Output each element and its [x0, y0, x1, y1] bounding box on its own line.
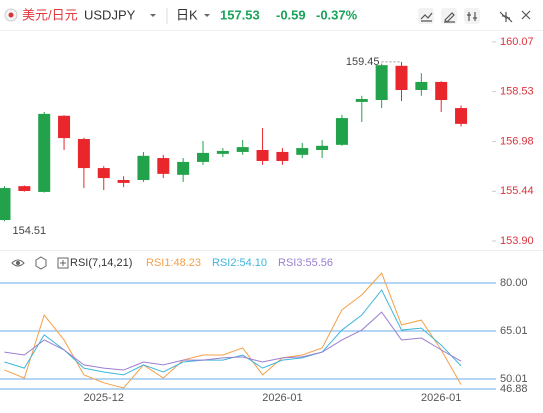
gear-icon[interactable]	[35, 256, 47, 270]
dropdown-arrow[interactable]	[204, 14, 210, 17]
close-icon[interactable]	[521, 10, 531, 20]
candle-body	[0, 188, 11, 220]
candle-body	[38, 113, 51, 192]
header-symbol[interactable]: USDJPY	[84, 7, 136, 22]
candle-body	[18, 186, 31, 191]
candle-body	[177, 161, 190, 175]
candle-body	[197, 152, 209, 162]
candle-body	[375, 65, 388, 100]
x-tick-label: 2026-01	[421, 392, 461, 404]
candle-body	[117, 180, 130, 183]
indicator-icon[interactable]	[57, 257, 69, 269]
x-tick-label: 2026-01	[262, 392, 302, 404]
header-title[interactable]: 美元/日元	[22, 7, 78, 22]
candle-body	[316, 145, 329, 150]
x-tick-label: 2025-12	[84, 392, 124, 404]
candle-body	[335, 118, 348, 145]
candle-body	[395, 65, 408, 90]
candle-body	[355, 99, 368, 102]
eye-icon[interactable]	[11, 259, 25, 267]
legend-entry: RSI1:48.23	[146, 257, 201, 269]
settings-icon	[467, 12, 477, 21]
candle-body	[415, 81, 428, 90]
settings-button[interactable]	[464, 8, 480, 24]
candle-body	[276, 151, 289, 161]
annotation: 154.51	[13, 225, 47, 237]
header-change: -0.59	[276, 7, 306, 22]
tool-icon	[420, 12, 433, 22]
header-period[interactable]: 日K	[176, 7, 198, 22]
header-change-pct: -0.37%	[316, 7, 358, 22]
rsi-line	[4, 272, 462, 389]
rsi-title: RSI(7,14,21)	[70, 257, 132, 269]
y-tick-label: 80.00	[500, 277, 528, 289]
candle-body	[157, 158, 170, 174]
candle-body	[236, 147, 249, 152]
candle-body	[77, 139, 90, 169]
candle-body	[216, 150, 229, 154]
candle-body	[58, 115, 71, 139]
draw-icon	[444, 12, 455, 23]
header-price: 157.53	[220, 7, 260, 22]
candle-body	[435, 81, 448, 100]
flag-dot	[8, 12, 14, 18]
rsi-line	[4, 311, 462, 371]
candle-body	[455, 108, 468, 124]
y-tick-label: 153.90	[500, 235, 534, 247]
y-tick-label: 160.07	[500, 36, 534, 48]
expand-icon[interactable]	[499, 11, 513, 23]
legend-entry: RSI3:55.56	[278, 257, 333, 269]
annotation: 159.45	[346, 56, 380, 68]
candle-body	[296, 148, 309, 155]
indicator-plus	[60, 260, 66, 266]
y-tick-label: 155.44	[500, 185, 534, 197]
y-tick-label: 158.53	[500, 86, 534, 98]
candle-body	[137, 155, 150, 180]
candle-body	[97, 168, 110, 179]
dropdown-arrow[interactable]	[150, 14, 156, 17]
y-tick-label: 65.01	[500, 325, 528, 337]
y-tick-label: 156.98	[500, 136, 534, 148]
legend-entry: RSI2:54.10	[212, 257, 267, 269]
eye-pupil	[15, 260, 21, 266]
y-tick-label: 46.88	[500, 383, 528, 395]
y-tick-label: 50.01	[500, 373, 528, 385]
candle-body	[256, 150, 269, 161]
